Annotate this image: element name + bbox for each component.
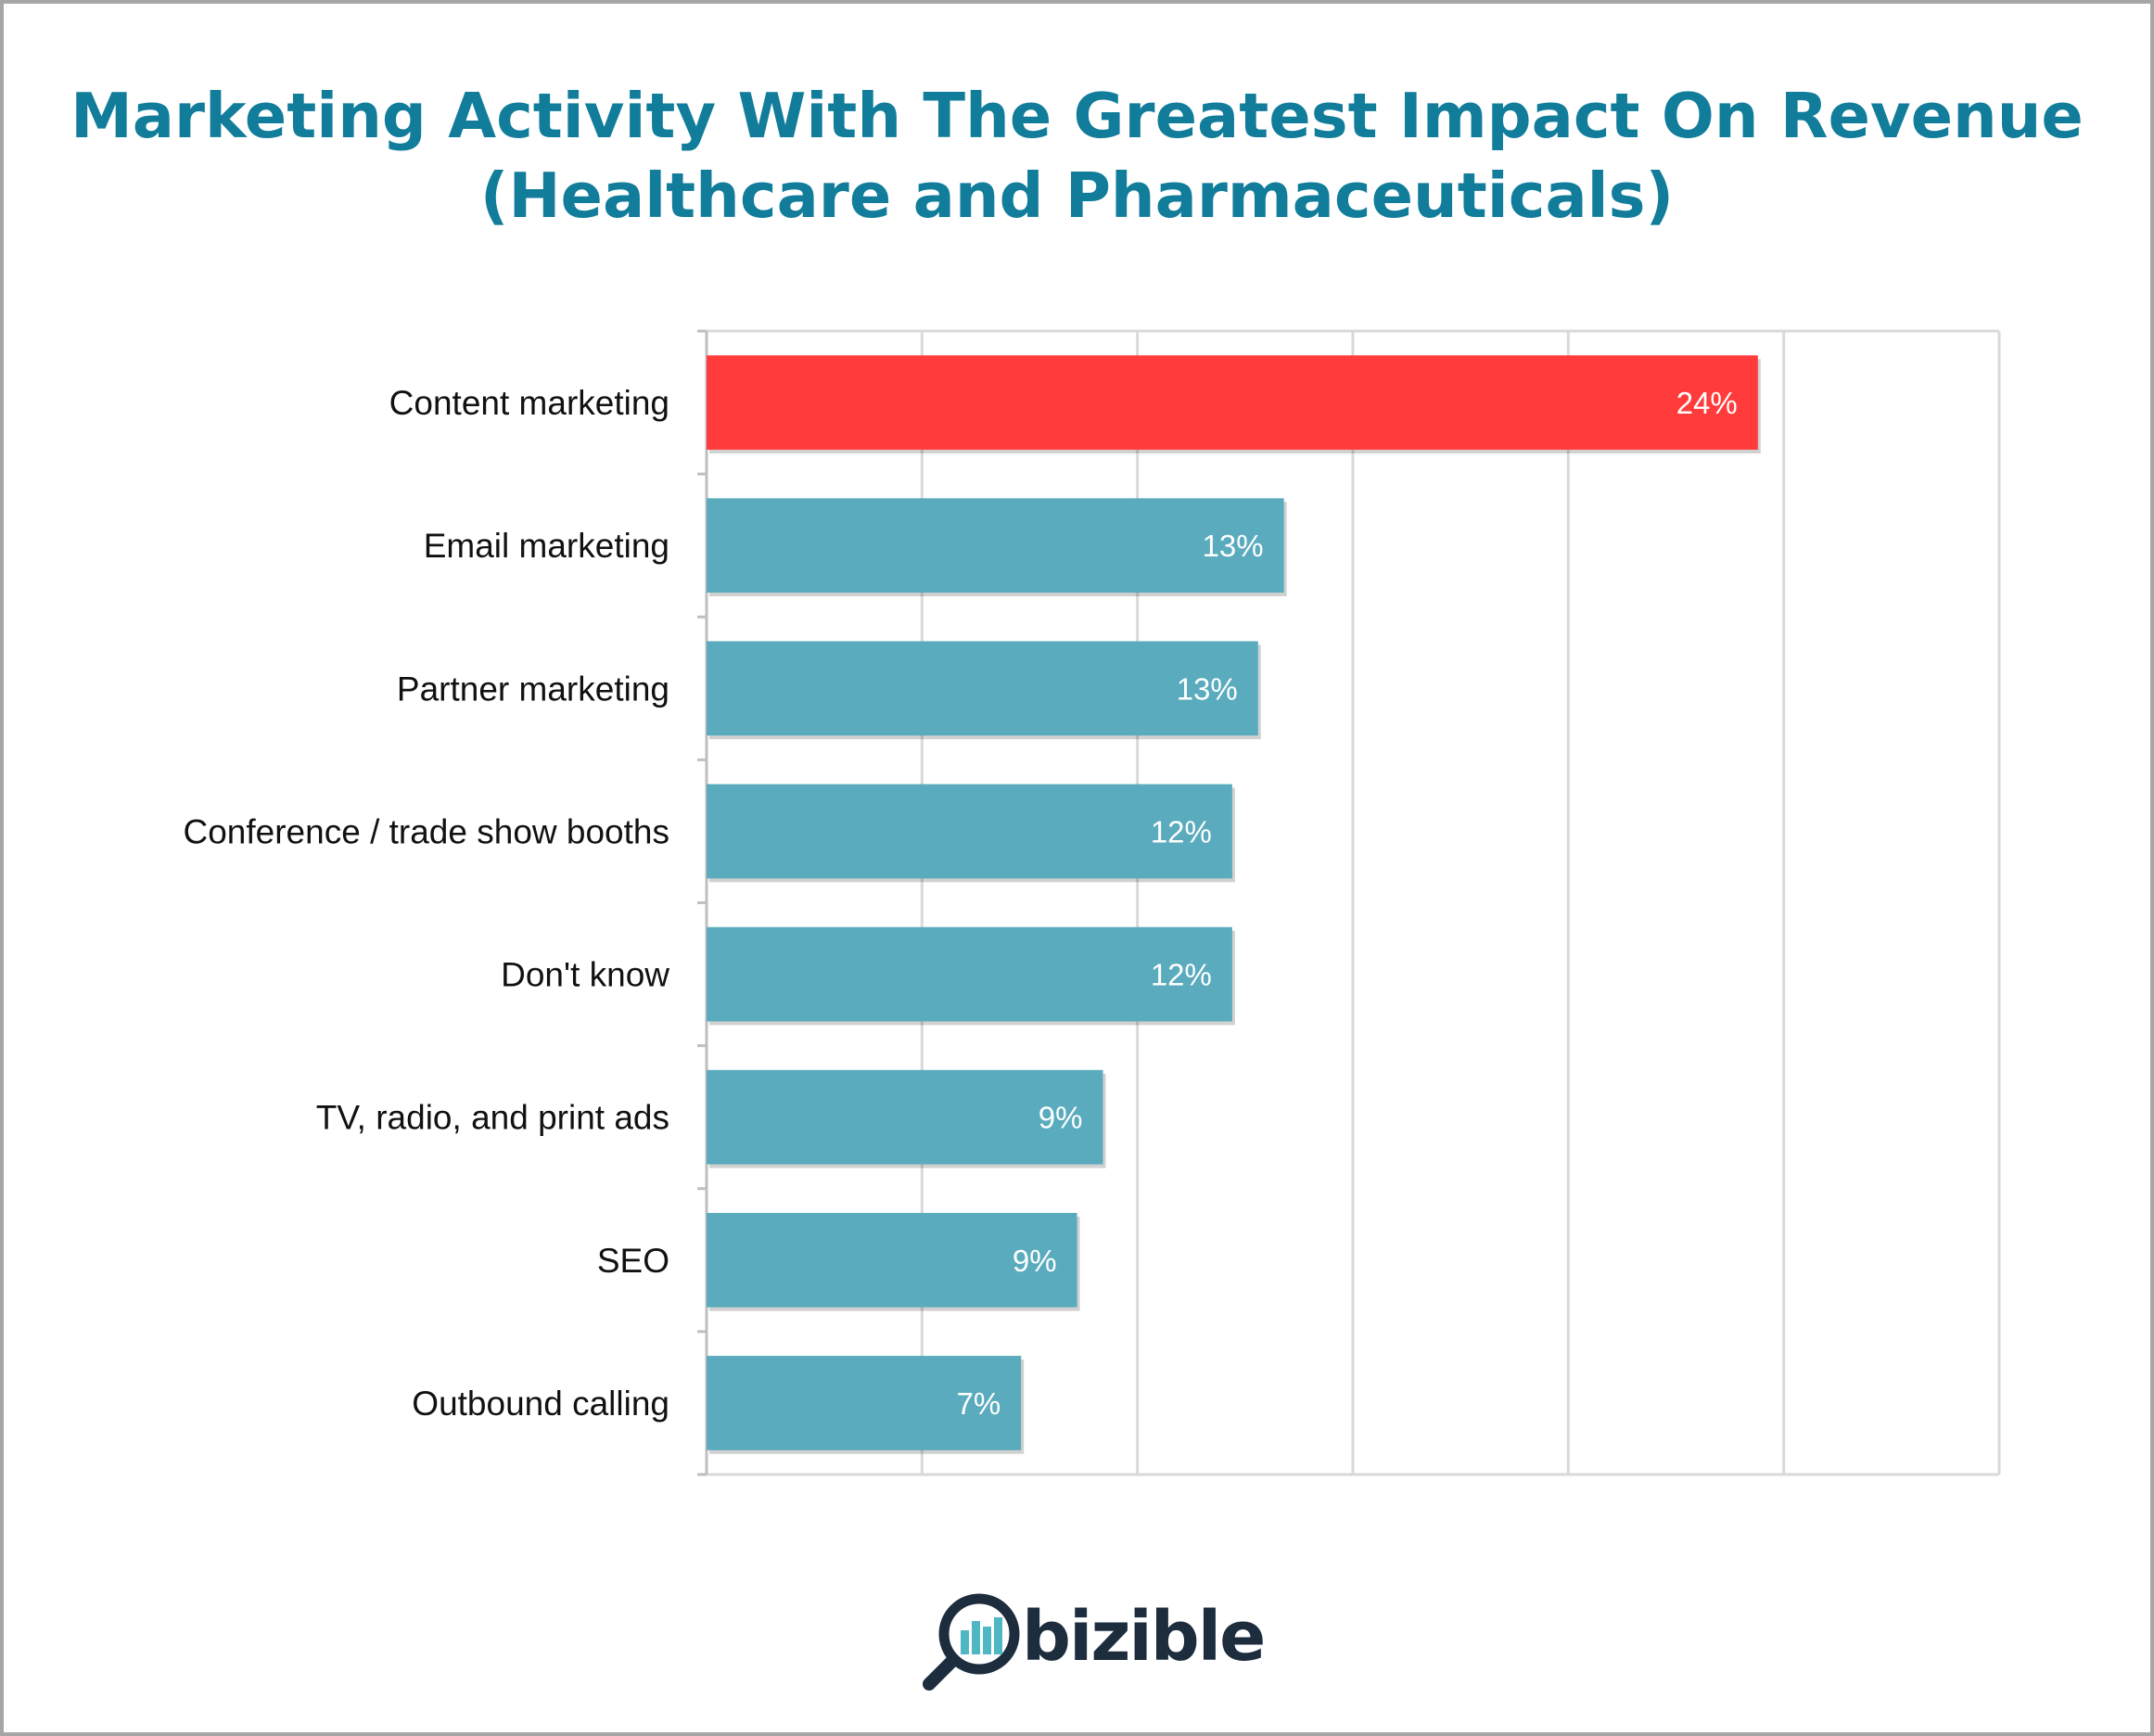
bar [707, 784, 1232, 879]
bar [707, 1212, 1077, 1308]
category-label: Don't know [501, 956, 669, 994]
logo-wordmark: bizible [1022, 1597, 1266, 1677]
category-label: Email marketing [424, 527, 669, 565]
bar-value-label: 9% [1013, 1244, 1057, 1278]
bar-value-label: 12% [1151, 958, 1212, 992]
category-label: Outbound calling [412, 1385, 669, 1423]
bar-value-label: 9% [1039, 1101, 1083, 1135]
bar [707, 641, 1258, 736]
category-label: Content marketing [389, 384, 669, 422]
category-label: Partner marketing [397, 670, 669, 708]
bar-value-label: 24% [1676, 386, 1738, 420]
category-axis [697, 329, 708, 1476]
chart-title: Marketing Activity With The Greatest Imp… [0, 76, 2154, 236]
bar [707, 926, 1232, 1022]
bars [707, 355, 1761, 1454]
bar [707, 1069, 1103, 1165]
category-label: Conference / trade show booths [184, 812, 670, 850]
bar [707, 498, 1284, 594]
category-label: TV, radio, and print ads [316, 1099, 669, 1137]
bar-value-label: 13% [1177, 671, 1238, 706]
bar [707, 1356, 1022, 1450]
category-label: SEO [597, 1242, 669, 1280]
bizible-logo: bizible [922, 1586, 1266, 1697]
bar-value-label: 12% [1151, 814, 1212, 849]
bar [707, 355, 1758, 450]
bar-value-label: 7% [957, 1386, 1001, 1421]
chart-subtitle-line: (Healthcare and Pharmaceuticals) [479, 160, 1675, 232]
chart-title-line: Marketing Activity With The Greatest Imp… [70, 80, 2084, 152]
magnifier-bar-chart-icon [923, 1593, 1020, 1691]
labels: 24% Content marketing 13% Email marketing 13… [184, 384, 1738, 1423]
bar-value-label: 13% [1203, 529, 1264, 563]
